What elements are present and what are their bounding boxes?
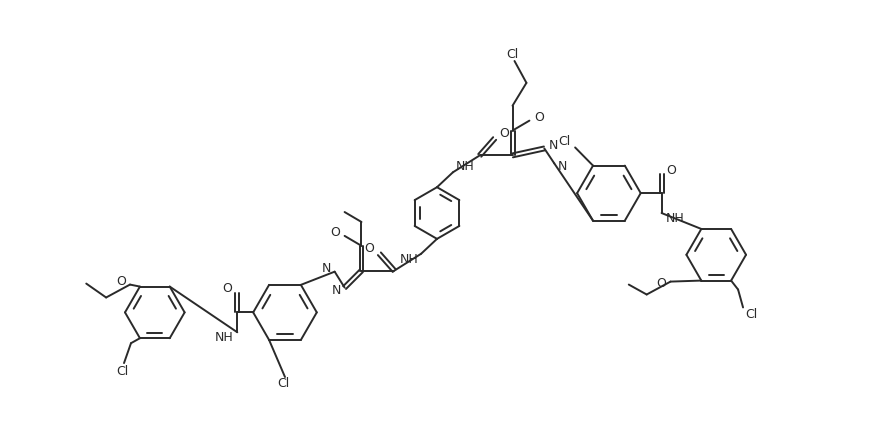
Text: N: N bbox=[559, 160, 567, 173]
Text: NH: NH bbox=[666, 211, 684, 225]
Text: O: O bbox=[116, 275, 126, 288]
Text: NH: NH bbox=[456, 160, 474, 173]
Text: NH: NH bbox=[399, 253, 418, 266]
Text: N: N bbox=[332, 284, 342, 297]
Text: Cl: Cl bbox=[558, 135, 570, 148]
Text: NH: NH bbox=[215, 331, 233, 344]
Text: O: O bbox=[365, 242, 374, 255]
Text: O: O bbox=[500, 127, 510, 140]
Text: N: N bbox=[548, 139, 558, 152]
Text: O: O bbox=[330, 226, 339, 239]
Text: Cl: Cl bbox=[506, 48, 518, 61]
Text: O: O bbox=[223, 282, 232, 295]
Text: Cl: Cl bbox=[745, 308, 757, 321]
Text: O: O bbox=[534, 111, 545, 124]
Text: Cl: Cl bbox=[116, 364, 128, 378]
Text: O: O bbox=[657, 277, 667, 290]
Text: N: N bbox=[321, 262, 331, 275]
Text: O: O bbox=[667, 164, 676, 177]
Text: Cl: Cl bbox=[277, 378, 289, 390]
